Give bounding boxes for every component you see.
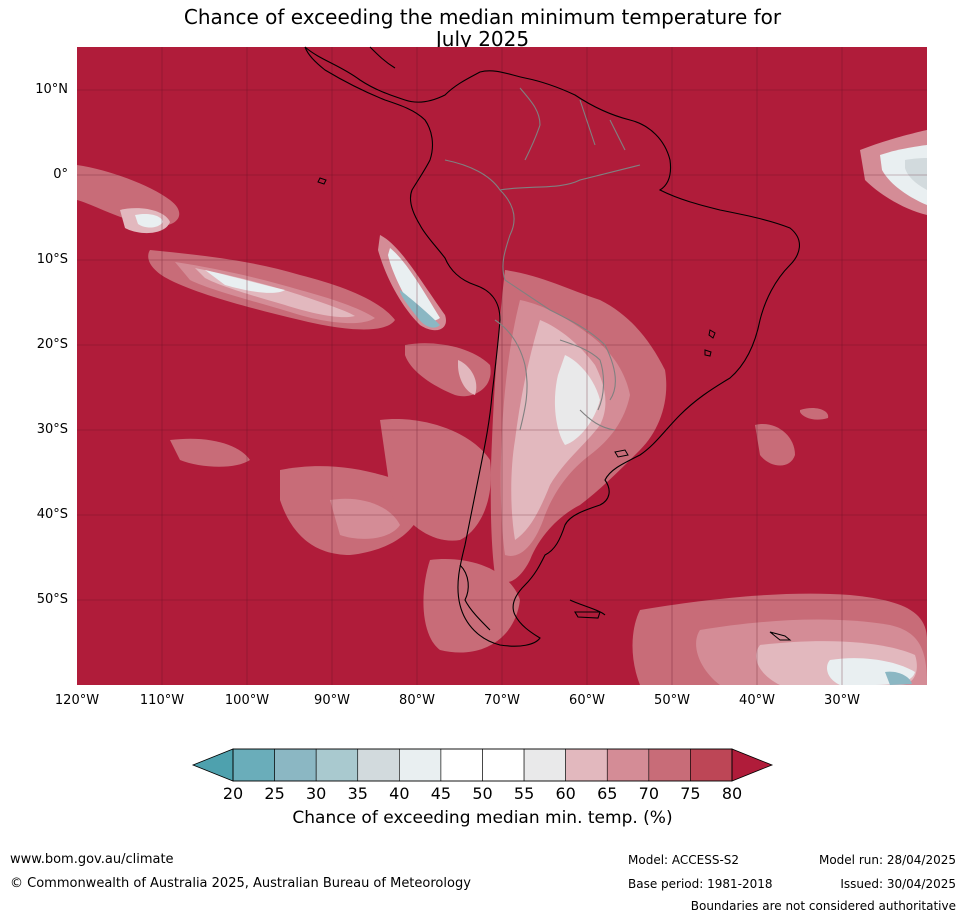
- lat-label-30s: 30°S: [36, 422, 68, 437]
- lat-label-10n: 10°N: [35, 82, 68, 97]
- colorbar-segment: [648, 748, 691, 782]
- colorbar-segment: [274, 748, 317, 782]
- lat-label-0: 0°: [53, 167, 68, 182]
- disclaimer-text: Boundaries are not considered authoritat…: [690, 899, 956, 913]
- lon-label-30w: 30°W: [824, 693, 860, 708]
- map-title-line1: Chance of exceeding the median minimum t…: [183, 5, 782, 29]
- lon-label-70w: 70°W: [484, 693, 520, 708]
- colorbar-tick-label: 75: [680, 784, 701, 803]
- colorbar-segment: [565, 748, 608, 782]
- graticule: [77, 47, 927, 685]
- colorbar-segment: [232, 748, 275, 782]
- lon-label-60w: 60°W: [569, 693, 605, 708]
- colorbar-segment: [482, 748, 525, 782]
- colorbar-tick-label: 30: [305, 784, 327, 803]
- colorbar-tick-label: 20: [222, 784, 244, 803]
- lon-label-90w: 90°W: [314, 693, 350, 708]
- colorbar-tick-label: 70: [638, 784, 659, 803]
- colorbar-tick-label: 45: [430, 784, 452, 803]
- colorbar-segment: [440, 748, 483, 782]
- islands: [317, 177, 792, 641]
- country-borders: [444, 87, 641, 431]
- lat-label-10s: 10°S: [36, 252, 68, 267]
- colorbar-segment: [523, 748, 566, 782]
- lon-label-100w: 100°W: [224, 693, 270, 708]
- colorbar-tick-label: 35: [347, 784, 368, 803]
- base-period-text: Base period: 1981-2018: [628, 877, 773, 891]
- colorbar-tick-label: 55: [513, 784, 535, 803]
- colorbar-segment: [399, 748, 442, 782]
- copyright-text: © Commonwealth of Australia 2025, Austra…: [10, 876, 471, 891]
- colorbar-low-arrow: [191, 748, 234, 782]
- colorbar-tick-label: 60: [555, 784, 576, 803]
- website-link[interactable]: www.bom.gov.au/climate: [10, 852, 174, 867]
- colorbar-tick-label: 80: [721, 784, 743, 803]
- colorbar-segment: [357, 748, 400, 782]
- lat-label-50s: 50°S: [36, 592, 68, 607]
- lon-label-80w: 80°W: [399, 693, 435, 708]
- colorbar-tick-label: 50: [472, 784, 493, 803]
- colorbar-outline: [232, 748, 733, 782]
- colorbar-tick-label: 65: [597, 784, 618, 803]
- lat-label-20s: 20°S: [36, 337, 68, 352]
- coastline: [304, 46, 800, 647]
- colorbar-high-arrow: [731, 748, 774, 782]
- colorbar-segment: [315, 748, 359, 782]
- issued-text: Issued: 30/04/2025: [840, 877, 956, 891]
- lon-label-50w: 50°W: [654, 693, 690, 708]
- colorbar-label: Chance of exceeding median min. temp. (%…: [292, 808, 673, 828]
- colorbar-tick-label: 40: [389, 784, 410, 803]
- lon-label-40w: 40°W: [739, 693, 775, 708]
- lon-label-120w: 120°W: [54, 693, 100, 708]
- model-run-text: Model run: 28/04/2025: [818, 853, 956, 867]
- map-title-line2: July 2025: [435, 27, 530, 51]
- colorbar-segment: [690, 748, 733, 782]
- lat-label-40s: 40°S: [36, 507, 68, 522]
- lon-label-110w: 110°W: [139, 693, 185, 708]
- colorbar-segment: [606, 748, 650, 782]
- colorbar-tick-label: 25: [264, 784, 285, 803]
- model-text: Model: ACCESS-S2: [628, 853, 740, 867]
